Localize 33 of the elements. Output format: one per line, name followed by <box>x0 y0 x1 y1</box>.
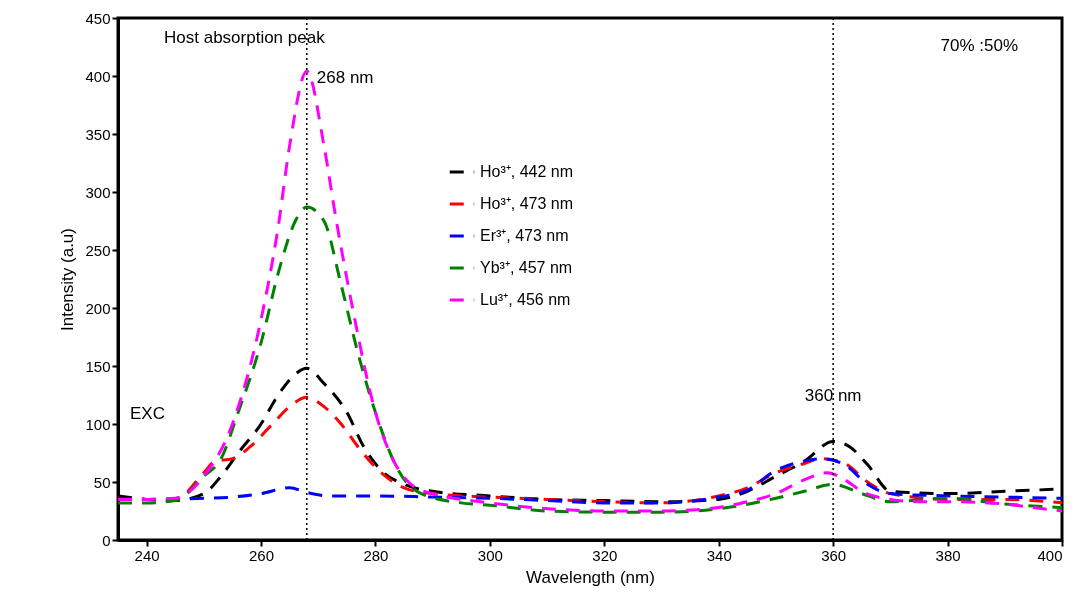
legend-label: Ho³⁺, 473 nm <box>480 195 574 212</box>
x-tick-label: 320 <box>592 546 618 564</box>
annotation: EXC <box>130 404 165 423</box>
y-tick-label: 50 <box>93 473 111 491</box>
x-tick-label: 260 <box>249 546 275 564</box>
y-tick-label: 150 <box>85 357 111 375</box>
x-tick-label: 380 <box>935 546 961 564</box>
legend-label: Lu³⁺, 456 nm <box>480 291 571 308</box>
y-tick-label: 100 <box>85 415 111 433</box>
ref-line-label: 268 nm <box>316 68 374 87</box>
x-tick-label: 300 <box>477 546 503 564</box>
x-tick-label: 340 <box>706 546 732 564</box>
y-axis-title: Intensity (a.u) <box>58 228 78 331</box>
y-tick-label: 300 <box>85 183 111 201</box>
annotation: Host absorption peak <box>164 28 326 47</box>
line-series <box>116 457 1064 505</box>
x-tick-label: 280 <box>363 546 389 564</box>
legend-label: Er³⁺, 473 nm <box>480 227 569 244</box>
y-tick-label: 350 <box>85 125 111 143</box>
legend-label: Yb³⁺, 457 nm <box>480 259 573 276</box>
y-tick-label: 200 <box>85 299 111 317</box>
line-series <box>116 69 1064 513</box>
x-axis-title: Wavelength (nm) <box>526 567 655 587</box>
legend-label: Ho³⁺, 442 nm <box>480 163 574 180</box>
x-tick-label: 400 <box>1037 546 1063 564</box>
y-tick-label: 0 <box>102 531 111 549</box>
x-tick-label: 240 <box>134 546 160 564</box>
ref-line-label: 360 nm <box>804 386 862 405</box>
annotation: 70% :50% <box>940 36 1018 55</box>
y-tick-label: 450 <box>85 9 111 27</box>
x-tick-label: 360 <box>821 546 847 564</box>
y-tick-label: 400 <box>85 67 111 85</box>
y-tick-label: 250 <box>85 241 111 259</box>
